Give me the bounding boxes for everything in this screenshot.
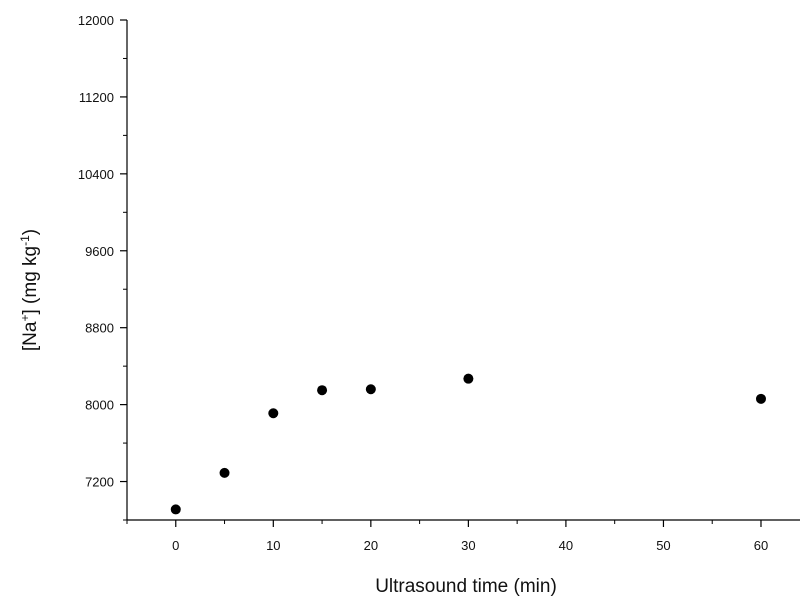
y-tick-label: 9600 (85, 244, 114, 259)
y-tick-label: 10400 (78, 167, 114, 182)
axis-ticks: 7200 8000 8800 9600 10400 11200 12000 0 10 20 30 40… (78, 13, 768, 553)
x-tick-label: 50 (656, 538, 670, 553)
data-points (170, 373, 766, 515)
y-tick-label: 8800 (85, 321, 114, 336)
data-point (463, 373, 474, 384)
x-tick-label: 20 (364, 538, 378, 553)
y-tick-label: 11200 (79, 90, 114, 105)
y-tick-label: 12000 (78, 13, 114, 28)
data-point (219, 467, 230, 478)
y-tick-label: 8000 (85, 398, 114, 413)
x-axis-title: Ultrasound time (min) (375, 576, 557, 597)
data-point (268, 408, 279, 419)
data-point (365, 384, 376, 395)
x-tick-label: 30 (461, 538, 475, 553)
x-tick-label: 10 (266, 538, 280, 553)
data-point (317, 385, 328, 396)
data-point (170, 504, 181, 515)
x-tick-label: 60 (754, 538, 768, 553)
x-tick-label: 0 (172, 538, 179, 553)
data-point (755, 393, 766, 404)
x-tick-label: 40 (559, 538, 573, 553)
y-axis-title: [Na+] (mg kg-1) (18, 229, 41, 351)
y-tick-label: 7200 (85, 475, 114, 490)
